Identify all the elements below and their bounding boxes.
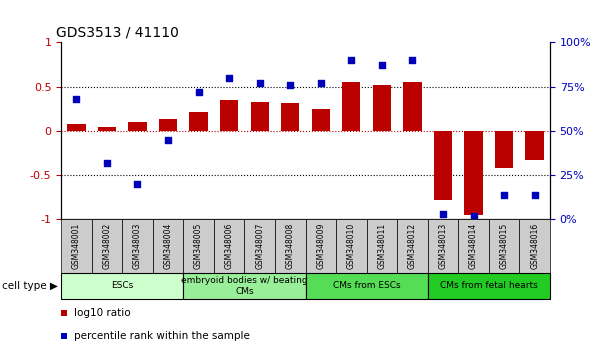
Text: GSM348004: GSM348004 — [164, 223, 172, 269]
Text: GSM348012: GSM348012 — [408, 223, 417, 269]
Text: CMs from fetal hearts: CMs from fetal hearts — [440, 281, 538, 290]
Text: GSM348011: GSM348011 — [378, 223, 386, 269]
Bar — [281, 103, 299, 131]
Bar — [403, 82, 422, 131]
Bar — [373, 85, 391, 131]
Text: log10 ratio: log10 ratio — [73, 308, 130, 318]
Text: cell type ▶: cell type ▶ — [2, 281, 58, 291]
Point — [530, 192, 540, 198]
Bar — [251, 102, 269, 131]
Text: ESCs: ESCs — [111, 281, 133, 290]
Bar — [159, 120, 177, 131]
Text: GSM348015: GSM348015 — [500, 223, 508, 269]
Text: percentile rank within the sample: percentile rank within the sample — [73, 331, 249, 341]
Point — [133, 181, 142, 187]
Bar — [434, 131, 452, 200]
Bar — [67, 124, 86, 131]
Text: GSM348001: GSM348001 — [72, 223, 81, 269]
Text: GSM348002: GSM348002 — [103, 223, 111, 269]
Point — [102, 160, 112, 166]
Text: embryoid bodies w/ beating
CMs: embryoid bodies w/ beating CMs — [181, 276, 308, 296]
Point — [224, 75, 234, 81]
Point — [499, 192, 509, 198]
Bar — [220, 100, 238, 131]
Bar — [525, 131, 544, 160]
Point — [285, 82, 295, 88]
Text: GSM348016: GSM348016 — [530, 223, 539, 269]
Bar — [312, 109, 330, 131]
Point — [316, 80, 326, 86]
Text: GSM348006: GSM348006 — [225, 223, 233, 269]
Bar — [495, 131, 513, 168]
Point — [71, 96, 81, 102]
Bar — [189, 112, 208, 131]
Text: GSM348008: GSM348008 — [286, 223, 295, 269]
Text: GSM348014: GSM348014 — [469, 223, 478, 269]
Point — [438, 211, 448, 217]
Text: GSM348007: GSM348007 — [255, 223, 264, 269]
Bar — [98, 127, 116, 131]
Bar — [342, 82, 360, 131]
Point — [408, 57, 417, 63]
Point — [346, 57, 356, 63]
Text: GSM348013: GSM348013 — [439, 223, 447, 269]
Text: GSM348009: GSM348009 — [316, 223, 325, 269]
Text: GSM348005: GSM348005 — [194, 223, 203, 269]
Point — [163, 137, 173, 143]
Text: GSM348003: GSM348003 — [133, 223, 142, 269]
Text: CMs from ESCs: CMs from ESCs — [333, 281, 400, 290]
Bar — [128, 122, 147, 131]
Point — [255, 80, 265, 86]
Text: GSM348010: GSM348010 — [347, 223, 356, 269]
Bar — [464, 131, 483, 215]
Text: GDS3513 / 41110: GDS3513 / 41110 — [56, 26, 179, 40]
Point — [377, 63, 387, 68]
Point — [194, 89, 203, 95]
Point — [469, 213, 478, 219]
